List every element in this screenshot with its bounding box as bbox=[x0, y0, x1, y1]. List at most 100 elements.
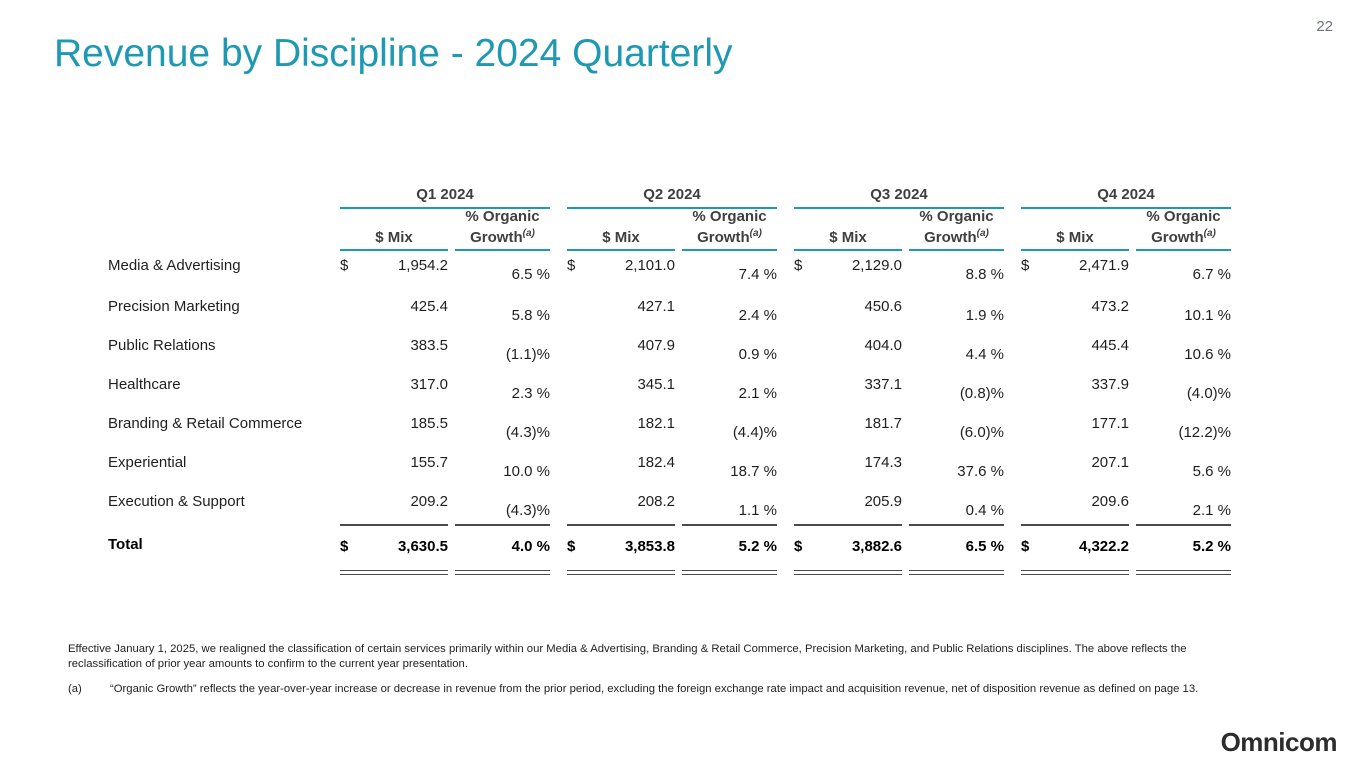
growth-value-cell: (1.1)% bbox=[505, 346, 550, 363]
organic-growth-column-header: % Organic Growth(a) bbox=[909, 208, 1004, 251]
growth-value-cell: 1.9 % bbox=[965, 307, 1004, 324]
page-title: Revenue by Discipline - 2024 Quarterly bbox=[54, 32, 733, 75]
dollar-sign: $ bbox=[1021, 538, 1030, 555]
total-growth-cell: 6.5 % bbox=[909, 524, 1004, 555]
growth-value-cell: 2.1 % bbox=[738, 385, 777, 402]
quarter-header-q4: Q4 2024 bbox=[1021, 186, 1231, 209]
mix-value-cell: 383.5 bbox=[410, 337, 448, 354]
table-row-public-relations: Public Relations 383.5 (1.1)% 407.9 0.9 … bbox=[108, 329, 1231, 368]
quarter-header-q3: Q3 2024 bbox=[794, 186, 1004, 209]
growth-value-cell: 6.7 % bbox=[1192, 266, 1231, 283]
mix-value-cell: 445.4 bbox=[1091, 337, 1129, 354]
organic-growth-column-header: % Organic Growth(a) bbox=[1136, 208, 1231, 251]
growth-value-cell: 1.1 % bbox=[738, 502, 777, 519]
table-row-media-advertising: Media & Advertising $1,954.2 6.5 % $2,10… bbox=[108, 251, 1231, 290]
growth-value-cell: 10.6 % bbox=[1184, 346, 1231, 363]
growth-value-cell: 2.1 % bbox=[1192, 502, 1231, 519]
mix-value-cell: 337.1 bbox=[864, 376, 902, 393]
mix-value-cell: 473.2 bbox=[1091, 298, 1129, 315]
mix-value-cell: 182.4 bbox=[637, 454, 675, 471]
total-mix-cell: $3,630.5 bbox=[340, 524, 448, 555]
row-label: Total bbox=[108, 536, 143, 553]
mix-column-header: $ Mix bbox=[1021, 211, 1129, 251]
growth-value-cell: 0.9 % bbox=[738, 346, 777, 363]
mix-value-cell: 181.7 bbox=[864, 415, 902, 432]
mix-value-cell: 427.1 bbox=[637, 298, 675, 315]
mix-value-cell: $1,954.2 bbox=[340, 251, 448, 283]
page-number: 22 bbox=[1316, 18, 1333, 35]
growth-value-cell: (4.0)% bbox=[1186, 385, 1231, 402]
growth-value-cell: 4.4 % bbox=[965, 346, 1004, 363]
mix-column-header: $ Mix bbox=[567, 211, 675, 251]
mix-value-cell: 185.5 bbox=[410, 415, 448, 432]
dollar-sign: $ bbox=[1021, 257, 1030, 274]
mix-column-header: $ Mix bbox=[794, 211, 902, 251]
mix-value-cell: 205.9 bbox=[864, 493, 902, 510]
quarter-header-q1: Q1 2024 bbox=[340, 186, 550, 209]
table-row-experiential: Experiential 155.7 10.0 % 182.4 18.7 % 1… bbox=[108, 446, 1231, 485]
mix-value-cell: 182.1 bbox=[637, 415, 675, 432]
dollar-sign: $ bbox=[340, 257, 349, 274]
sub-header-row: $ Mix % Organic Growth(a) $ Mix % Organic… bbox=[108, 208, 1231, 251]
mix-value-cell: $2,471.9 bbox=[1021, 251, 1129, 283]
mix-value-cell: 450.6 bbox=[864, 298, 902, 315]
footnote-reclassification: Effective January 1, 2025, we realigned … bbox=[68, 643, 1187, 670]
growth-value-cell: 0.4 % bbox=[965, 502, 1004, 519]
mix-value-cell: 425.4 bbox=[410, 298, 448, 315]
growth-value-cell: 7.4 % bbox=[738, 266, 777, 283]
growth-value-cell: (6.0)% bbox=[959, 424, 1004, 441]
growth-value-cell: (4.3)% bbox=[505, 502, 550, 519]
table-row-precision-marketing: Precision Marketing 425.4 5.8 % 427.1 2.… bbox=[108, 290, 1231, 329]
row-label: Public Relations bbox=[108, 337, 216, 354]
row-label: Media & Advertising bbox=[108, 257, 241, 274]
table-row-total: Total $3,630.5 4.0 % $3,853.8 5.2 % $3,8… bbox=[108, 524, 1231, 564]
omnicom-logo: Omnicom bbox=[1220, 727, 1338, 757]
mix-value-cell: 209.2 bbox=[410, 493, 448, 510]
mix-value-cell: $2,129.0 bbox=[794, 251, 902, 283]
total-double-rule bbox=[108, 570, 1231, 575]
revenue-by-discipline-table: Q1 2024 Q2 2024 Q3 2024 Q4 2024 $ Mix % … bbox=[108, 186, 1231, 575]
footnote-organic-growth: (a) “Organic Growth” reflects the year-o… bbox=[68, 682, 1260, 697]
table-row-healthcare: Healthcare 317.0 2.3 % 345.1 2.1 % 337.1… bbox=[108, 368, 1231, 407]
growth-value-cell: 8.8 % bbox=[965, 266, 1004, 283]
total-mix-cell: $3,853.8 bbox=[567, 524, 675, 555]
total-mix-cell: $3,882.6 bbox=[794, 524, 902, 555]
table-row-branding-retail-commerce: Branding & Retail Commerce 185.5 (4.3)% … bbox=[108, 407, 1231, 446]
organic-growth-column-header: % Organic Growth(a) bbox=[455, 208, 550, 251]
growth-value-cell: 2.3 % bbox=[511, 385, 550, 402]
growth-value-cell: 18.7 % bbox=[730, 463, 777, 480]
quarter-header-row: Q1 2024 Q2 2024 Q3 2024 Q4 2024 bbox=[108, 186, 1231, 209]
growth-value-cell: 10.0 % bbox=[503, 463, 550, 480]
organic-growth-column-header: % Organic Growth(a) bbox=[682, 208, 777, 251]
mix-value-cell: $2,101.0 bbox=[567, 251, 675, 283]
growth-value-cell: 5.8 % bbox=[511, 307, 550, 324]
growth-value-cell: (12.2)% bbox=[1178, 424, 1231, 441]
dollar-sign: $ bbox=[567, 257, 576, 274]
dollar-sign: $ bbox=[567, 538, 576, 555]
mix-value-cell: 337.9 bbox=[1091, 376, 1129, 393]
total-growth-cell: 4.0 % bbox=[455, 524, 550, 555]
mix-value-cell: 209.6 bbox=[1091, 493, 1129, 510]
mix-value-cell: 208.2 bbox=[637, 493, 675, 510]
row-label: Healthcare bbox=[108, 376, 181, 393]
mix-value-cell: 207.1 bbox=[1091, 454, 1129, 471]
total-growth-cell: 5.2 % bbox=[682, 524, 777, 555]
table-row-execution-support: Execution & Support 209.2 (4.3)% 208.2 1… bbox=[108, 485, 1231, 524]
growth-value-cell: (4.3)% bbox=[505, 424, 550, 441]
row-label: Branding & Retail Commerce bbox=[108, 415, 303, 432]
mix-value-cell: 177.1 bbox=[1091, 415, 1129, 432]
mix-value-cell: 404.0 bbox=[864, 337, 902, 354]
dollar-sign: $ bbox=[794, 257, 803, 274]
mix-value-cell: 155.7 bbox=[410, 454, 448, 471]
growth-value-cell: 6.5 % bbox=[511, 266, 550, 283]
mix-value-cell: 174.3 bbox=[864, 454, 902, 471]
dollar-sign: $ bbox=[340, 538, 349, 555]
dollar-sign: $ bbox=[794, 538, 803, 555]
mix-value-cell: 317.0 bbox=[410, 376, 448, 393]
growth-value-cell: 2.4 % bbox=[738, 307, 777, 324]
mix-value-cell: 345.1 bbox=[637, 376, 675, 393]
footnote-marker: (a) bbox=[68, 683, 82, 695]
row-label: Experiential bbox=[108, 454, 187, 471]
growth-value-cell: (0.8)% bbox=[959, 385, 1004, 402]
mix-value-cell: 407.9 bbox=[637, 337, 675, 354]
